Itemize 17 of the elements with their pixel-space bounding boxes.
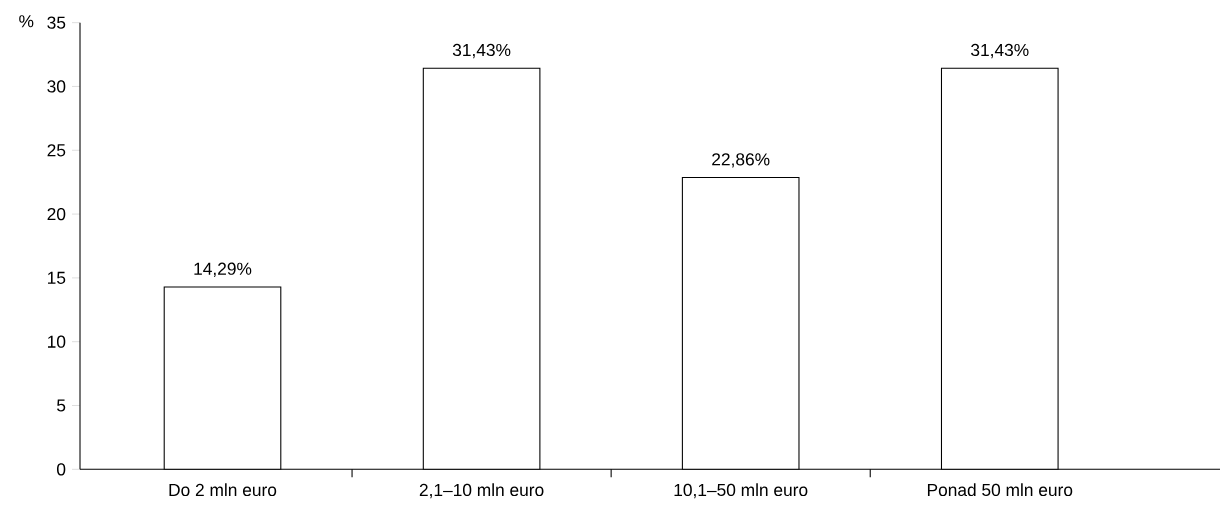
x-tick-label: Do 2 mln euro bbox=[169, 483, 277, 497]
data-label: 14,29% bbox=[194, 262, 252, 277]
y-tick-label: 5 bbox=[57, 399, 66, 412]
data-label: 31,43% bbox=[452, 43, 511, 59]
y-tick-label: 10 bbox=[48, 335, 66, 348]
data-label: 31,43% bbox=[971, 43, 1029, 59]
x-tick-label: 10,1–50 mln euro bbox=[674, 483, 808, 499]
y-tick-label: 20 bbox=[47, 207, 66, 221]
y-axis-title: % bbox=[19, 15, 34, 28]
y-tick-label: 0 bbox=[56, 463, 66, 476]
y-tick-label: 25 bbox=[47, 144, 66, 157]
y-tick-label: 35 bbox=[47, 16, 66, 29]
x-tick-label: Ponad 50 mln euro bbox=[927, 483, 1073, 497]
y-tick-label: 15 bbox=[48, 271, 66, 284]
data-label: 22,86% bbox=[712, 153, 770, 168]
y-tick-label: 30 bbox=[47, 80, 66, 93]
x-tick-label: 2,1–10 mln euro bbox=[419, 483, 544, 499]
